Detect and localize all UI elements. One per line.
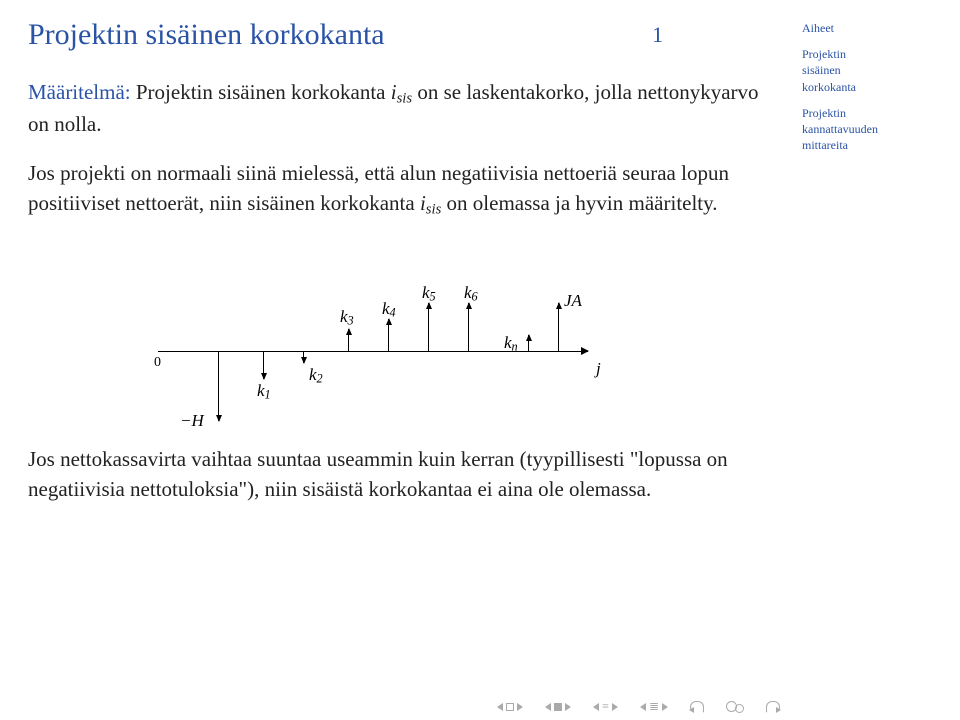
cashflow-diagram: 0 j −H k1 k2 k3 k4 k5 k6 kn JA — [118, 241, 638, 431]
sidebar-item-profitability[interactable]: Projektin kannattavuuden mittareita — [802, 105, 948, 154]
cashflow-label-k6: k6 — [464, 283, 478, 305]
cashflow-arrow-JA — [558, 303, 559, 351]
note-paragraph: Jos nettokassavirta vaihtaa suuntaa usea… — [28, 445, 762, 505]
slide-title: Projektin sisäinen korkokanta 1 — [28, 18, 762, 52]
sidebar-item-label: korkokanta — [802, 80, 856, 94]
sidebar-item-label: Projektin — [802, 47, 846, 61]
definition-label: Määritelmä: — [28, 80, 131, 104]
axis-label: j — [596, 359, 601, 379]
topics-sidebar: Aiheet Projektin sisäinen korkokanta Pro… — [790, 0, 960, 720]
title-text: Projektin sisäinen korkokanta — [28, 18, 385, 51]
explanation-paragraph: Jos projekti on normaali siinä mielessä,… — [28, 159, 762, 220]
p2-sub: sis — [426, 202, 442, 218]
cashflow-arrow-k4 — [388, 319, 389, 351]
cashflow-label-kn: kn — [504, 333, 518, 355]
nav-prev-frame-icon[interactable] — [545, 703, 571, 711]
time-axis — [158, 351, 588, 352]
cashflow-label-k2: k2 — [309, 365, 323, 387]
sidebar-item-label: mittareita — [802, 138, 848, 152]
sidebar-item-label: kannattavuuden — [802, 122, 878, 136]
cashflow-label-k3: k3 — [340, 307, 354, 329]
definition-paragraph: Määritelmä: Projektin sisäinen korkokant… — [28, 78, 762, 139]
cashflow-arrow-k2 — [303, 351, 304, 363]
cashflow-arrow-k6 — [468, 303, 469, 351]
cashflow-label-k4: k4 — [382, 299, 396, 321]
beamer-nav-footer: ≡ ≣ — [497, 699, 780, 714]
sidebar-item-label: Projektin — [802, 106, 846, 120]
nav-prev-section-icon[interactable]: ≡ — [593, 699, 618, 714]
cashflow-label-H: −H — [180, 411, 204, 431]
cashflow-arrow-k3 — [348, 329, 349, 351]
cashflow-arrow-H — [218, 351, 219, 421]
cashflow-arrow-k5 — [428, 303, 429, 351]
nav-back-icon[interactable] — [690, 701, 704, 713]
nav-prev-slide-icon[interactable] — [497, 703, 523, 711]
title-page-number: 1 — [652, 22, 663, 47]
sidebar-heading: Aiheet — [802, 20, 948, 36]
definition-sub: sis — [397, 91, 413, 107]
cashflow-label-JA: JA — [564, 291, 582, 311]
definition-pre: Projektin sisäinen korkokanta — [131, 80, 391, 104]
cashflow-label-k5: k5 — [422, 283, 436, 305]
cashflow-arrow-k1 — [263, 351, 264, 379]
nav-search-icon[interactable] — [726, 701, 744, 713]
nav-prev-subsection-icon[interactable]: ≣ — [640, 699, 668, 714]
sidebar-item-label: sisäinen — [802, 63, 841, 77]
axis-origin-label: 0 — [154, 355, 161, 371]
cashflow-label-k1: k1 — [257, 381, 271, 403]
nav-forward-icon[interactable] — [766, 701, 780, 713]
sidebar-item-internal-rate[interactable]: Projektin sisäinen korkokanta — [802, 46, 948, 95]
p2-post: on olemassa ja hyvin määritelty. — [441, 191, 717, 215]
cashflow-arrow-kn — [528, 335, 529, 351]
